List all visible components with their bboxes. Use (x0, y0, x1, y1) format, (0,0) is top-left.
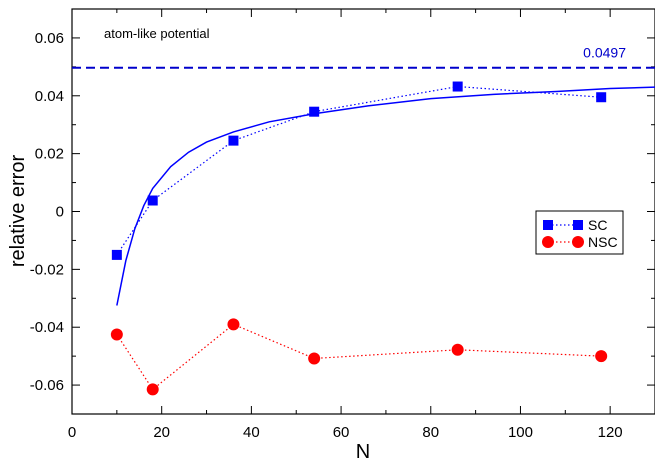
x-tick-label: 120 (598, 424, 623, 441)
y-tick-label: -0.04 (30, 319, 64, 336)
data-point-sc (452, 81, 463, 92)
y-tick-label: 0.02 (35, 146, 64, 163)
data-point-nsc (595, 350, 608, 363)
x-tick-label: 40 (243, 424, 260, 441)
legend-marker-sc (543, 220, 553, 230)
fit-curve-group (116, 86, 655, 306)
data-point-sc (309, 106, 320, 117)
x-tick-label: 60 (333, 424, 350, 441)
data-point-nsc (227, 318, 240, 331)
series-line-sc (116, 85, 602, 256)
data-point-sc (147, 195, 158, 206)
data-point-nsc (308, 352, 321, 365)
legend-marker-nsc (572, 236, 584, 248)
data-point-sc (111, 249, 122, 260)
y-tick-label: -0.02 (30, 261, 64, 278)
data-point-nsc (110, 328, 123, 341)
data-point-nsc (146, 383, 159, 396)
x-axis-label: N (356, 441, 370, 460)
legend: SC NSC (535, 210, 624, 255)
legend-label-nsc: NSC (588, 234, 618, 250)
legend-label-sc: SC (588, 217, 607, 233)
data-point-sc (596, 92, 607, 103)
x-tick-label: 0 (68, 424, 76, 441)
x-tick-label: 20 (153, 424, 170, 441)
axis-ticks (71, 8, 655, 415)
series-group (110, 81, 608, 396)
legend-marker-sc (573, 220, 583, 230)
reference-line-label: 0.0497 (583, 45, 626, 61)
y-tick-label: 0.04 (35, 88, 64, 105)
x-tick-label: 80 (422, 424, 439, 441)
legend-marker-nsc (542, 236, 554, 248)
y-tick-label: 0 (56, 204, 64, 221)
y-axis-label: relative error (7, 155, 29, 268)
x-tick-label: 100 (508, 424, 533, 441)
axis-tick-labels: 0 20 40 60 80 100 120 0.06 0.04 0.02 0 -0.02 -0.04 -0… (30, 30, 623, 441)
chart-annotation: atom-like potential (104, 26, 210, 41)
fit-curve (116, 86, 655, 306)
data-point-sc (228, 135, 239, 146)
series-line-nsc (116, 323, 602, 391)
y-tick-label: 0.06 (35, 30, 64, 47)
y-tick-label: -0.06 (30, 377, 64, 394)
data-point-nsc (451, 343, 464, 356)
